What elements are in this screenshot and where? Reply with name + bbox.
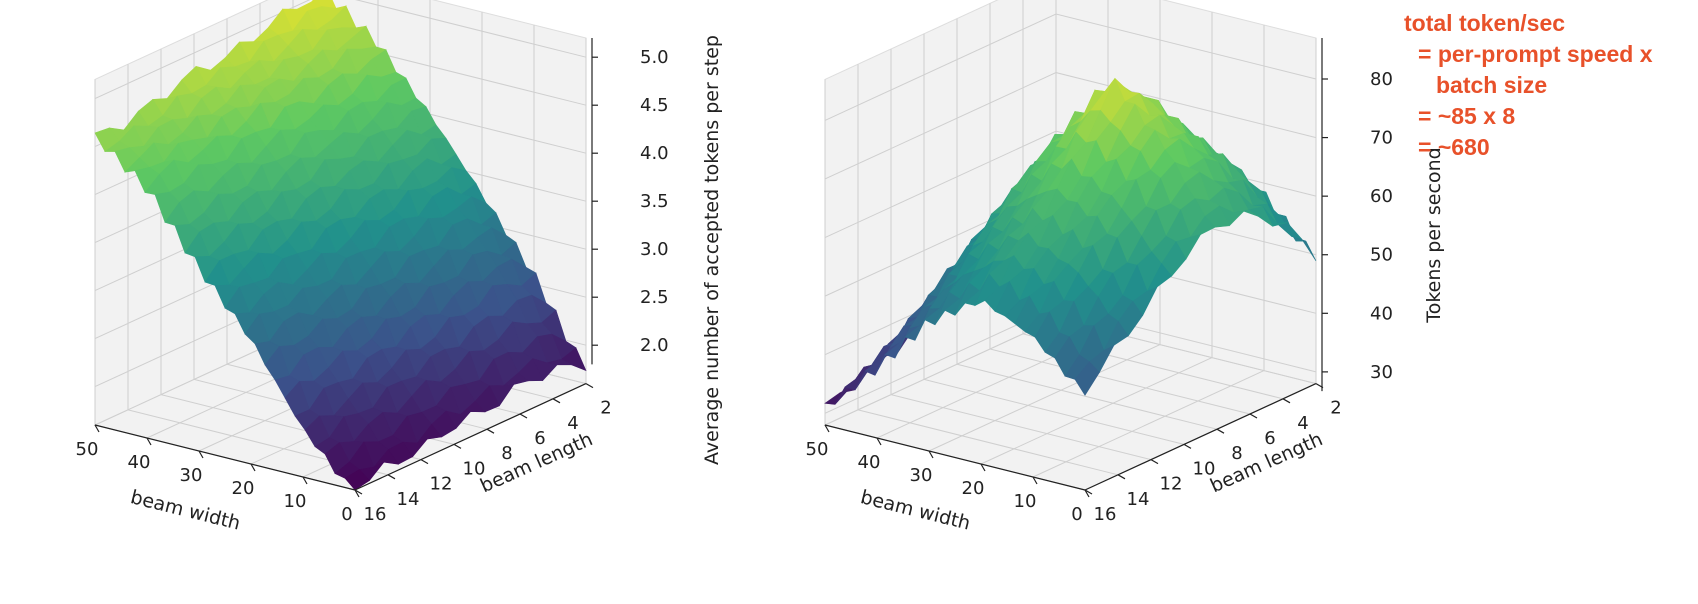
- y-tick-mark: [1183, 443, 1192, 449]
- y-tick-label: 12: [1160, 474, 1183, 495]
- y-tick-label: 16: [1094, 504, 1117, 525]
- annotation-line-4: = ~85 x 8: [1418, 103, 1516, 129]
- gridline-y: [989, 3, 1251, 415]
- surface-plot-tokens-per-second: 50 40 30 20 10 0 16 14 12 10 8 6 4 2 30 40 50 60 70 80 beam …: [806, 0, 1445, 535]
- annotation-line-3: batch size: [1436, 72, 1548, 98]
- x-tick-label: 50: [76, 439, 99, 460]
- gridline-z: [824, 72, 1317, 180]
- gridline-z: [94, 0, 587, 100]
- gridline-y: [956, 18, 1218, 430]
- y-tick-label: 2: [1330, 398, 1341, 419]
- y-tick-label: 14: [1127, 489, 1150, 510]
- y-tick-label: 10: [1193, 458, 1216, 479]
- y-tick-label: 8: [1231, 443, 1242, 464]
- x-axis-label: beam width: [128, 486, 242, 535]
- z-tick-label: 60: [1370, 186, 1393, 207]
- x-tick-label: 40: [858, 452, 881, 473]
- y-tick-mark: [354, 489, 363, 495]
- throughput-annotation: total token/sec = per-prompt speed x bat…: [1404, 8, 1653, 163]
- x-tick-mark: [198, 450, 204, 459]
- y-tick-label: 6: [534, 428, 545, 449]
- x-tick-mark: [354, 489, 360, 498]
- z-tick-label: 2.5: [640, 287, 669, 308]
- x-tick-label: 10: [284, 491, 307, 512]
- x-tick-mark: [876, 437, 882, 446]
- z-axis-label: Average number of accepted tokens per st…: [701, 35, 723, 465]
- gridline-y: [890, 49, 1152, 461]
- x-tick-label: 0: [1071, 504, 1082, 525]
- y-tick-mark: [1282, 398, 1291, 404]
- z-tick-label: 40: [1370, 303, 1393, 324]
- y-tick-mark: [453, 443, 462, 449]
- x-tick-label: 30: [910, 465, 933, 486]
- y-tick-label: 6: [1264, 428, 1275, 449]
- y-tick-label: 16: [364, 504, 387, 525]
- y-axis-line: [354, 383, 587, 491]
- x-tick-label: 30: [180, 465, 203, 486]
- gridline-y: [1022, 0, 1284, 400]
- x-tick-mark: [1032, 476, 1038, 485]
- gridline-y: [857, 64, 1119, 476]
- y-tick-mark: [387, 474, 396, 480]
- x-tick-label: 0: [341, 504, 352, 525]
- z-tick-label: 4.0: [640, 143, 669, 164]
- annotation-line-2: = per-prompt speed x: [1418, 41, 1653, 67]
- z-tick-label: 80: [1370, 69, 1393, 90]
- x-axis-line: [824, 424, 1086, 491]
- x-tick-mark: [928, 450, 934, 459]
- y-tick-label: 4: [1297, 413, 1308, 434]
- x-tick-label: 20: [232, 478, 255, 499]
- x-axis-label: beam width: [858, 486, 972, 535]
- x-axis-line: [94, 424, 356, 491]
- x-tick-mark: [302, 476, 308, 485]
- y-tick-mark: [552, 398, 561, 404]
- surface-patch: [344, 469, 370, 491]
- y-axis-line: [1084, 383, 1317, 491]
- z-tick-label: 70: [1370, 128, 1393, 149]
- x-tick-label: 20: [962, 478, 985, 499]
- y-tick-label: 8: [501, 443, 512, 464]
- y-tick-mark: [519, 413, 528, 419]
- z-tick-label: 30: [1370, 362, 1393, 383]
- z-tick-label: 5.0: [640, 47, 669, 68]
- z-axis-label: Tokens per second: [1423, 147, 1445, 323]
- y-tick-mark: [1249, 413, 1258, 419]
- z-tick-label: 50: [1370, 245, 1393, 266]
- y-tick-mark: [1315, 383, 1324, 389]
- y-tick-label: 4: [567, 413, 578, 434]
- y-tick-mark: [1150, 459, 1159, 465]
- z-tick-label: 4.5: [640, 95, 669, 116]
- x-tick-label: 50: [806, 439, 829, 460]
- x-tick-mark: [146, 437, 152, 446]
- y-tick-label: 10: [463, 458, 486, 479]
- z-tick-label: 3.0: [640, 239, 669, 260]
- y-tick-mark: [420, 459, 429, 465]
- gridline-y: [923, 33, 1185, 445]
- y-tick-mark: [1216, 428, 1225, 434]
- y-tick-mark: [1117, 474, 1126, 480]
- surface-plot-accepted-tokens: 50 40 30 20 10 0 16 14 12 10 8 6 4 2 2.0 2.5 3.0 3.5 4.0 4.…: [76, 0, 723, 535]
- y-tick-label: 12: [430, 474, 453, 495]
- gridline-z: [824, 13, 1317, 121]
- z-tick-label: 2.0: [640, 335, 669, 356]
- y-tick-mark: [585, 383, 594, 389]
- x-tick-mark: [980, 463, 986, 472]
- y-tick-mark: [486, 428, 495, 434]
- annotation-line-5: = ~680: [1418, 134, 1490, 160]
- y-tick-mark: [1084, 489, 1093, 495]
- x-tick-mark: [94, 424, 100, 433]
- x-tick-mark: [250, 463, 256, 472]
- surface-patch: [1074, 361, 1100, 396]
- x-tick-mark: [1084, 489, 1090, 498]
- x-tick-mark: [824, 424, 830, 433]
- x-tick-label: 40: [128, 452, 151, 473]
- x-tick-label: 10: [1014, 491, 1037, 512]
- y-tick-label: 14: [397, 489, 420, 510]
- z-tick-label: 3.5: [640, 191, 669, 212]
- annotation-line-1: total token/sec: [1404, 10, 1566, 36]
- y-tick-label: 2: [600, 398, 611, 419]
